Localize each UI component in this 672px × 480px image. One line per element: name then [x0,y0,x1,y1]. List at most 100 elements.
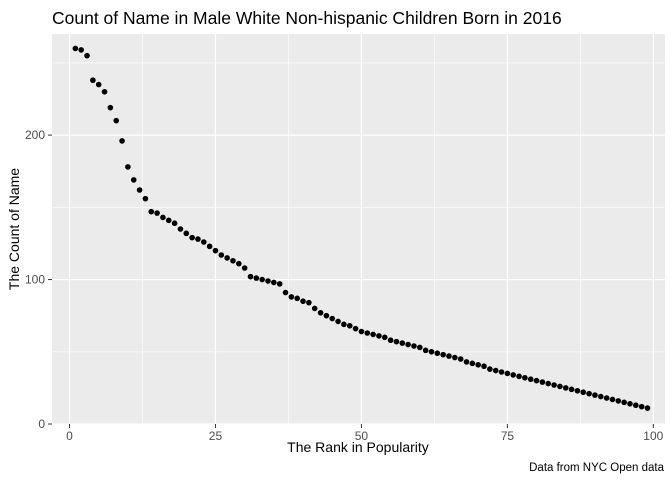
data-point [609,396,616,403]
data-point [603,395,610,401]
data-point [399,340,406,346]
data-point [557,383,563,390]
data-point [288,294,295,300]
x-tick-label: 75 [501,429,515,443]
data-point [311,305,318,312]
data-point [633,402,639,409]
x-axis-title: The Rank in Popularity [287,439,429,455]
data-point [95,81,102,88]
data-point [183,230,190,237]
x-tick-label: 25 [209,429,223,443]
data-point [335,318,341,325]
data-point [434,350,441,357]
data-point [306,299,312,306]
data-point [551,382,557,388]
data-point [253,275,260,281]
data-point [241,265,248,271]
data-point [539,379,546,385]
data-point [177,226,184,232]
data-point [265,278,271,284]
data-point [259,276,265,283]
data-point [615,398,622,404]
data-point [562,385,569,391]
data-point [329,315,336,322]
data-point [352,325,359,332]
data-point [212,247,219,254]
grid-lines [52,34,665,425]
data-point [90,77,96,84]
data-point [364,330,371,336]
x-tick-label: 50 [355,429,369,443]
data-point [125,164,131,170]
data-point [568,386,575,393]
data-point [142,195,149,202]
data-point [644,405,651,411]
data-point [638,403,645,410]
data-point [393,338,400,345]
data-point [300,298,306,305]
data-point [165,217,172,224]
data-point [452,354,458,361]
y-tick-label: 0 [38,417,45,431]
data-point [323,312,330,319]
data-point [504,370,511,377]
data-point [218,252,225,258]
data-point [148,208,155,215]
data-point [481,363,487,370]
y-tick-label: 100 [25,273,45,287]
data-point [341,321,347,328]
data-point [574,387,581,394]
data-point [230,257,236,264]
data-point [405,341,411,348]
data-point [417,344,423,351]
data-point [224,255,230,261]
data-point [533,377,540,384]
data-point [370,331,376,338]
data-point [621,399,627,406]
data-point [597,393,604,400]
data-point [475,361,481,368]
data-point [516,373,522,380]
chart-title: Count of Name in Male White Non-hispanic… [52,8,562,28]
data-point [113,117,120,124]
data-points [72,45,651,411]
data-point [446,353,452,359]
data-point [358,328,365,335]
data-point [545,380,552,387]
data-point [463,359,470,365]
data-point [492,367,499,374]
data-point [282,289,289,296]
x-axis-ticks: 0 25 50 75 100 [66,424,664,443]
data-point [294,295,301,302]
x-tick-label: 100 [643,429,663,443]
data-point [271,279,277,286]
data-point [527,376,534,383]
data-point [387,337,394,344]
data-point [160,214,166,221]
data-point [457,356,464,362]
data-point [411,343,417,349]
data-point [422,347,429,354]
data-point [84,52,90,59]
data-point [72,45,79,52]
data-point [440,351,446,358]
data-point [469,360,476,367]
data-point [592,392,598,398]
y-tick-label: 200 [25,128,45,142]
chart-caption: Data from NYC Open data [529,462,664,474]
data-point [381,334,388,341]
data-point [119,138,125,144]
y-axis-title: The Count of Name [6,168,22,290]
data-point [101,88,108,95]
y-axis-ticks: 0 100 200 [25,128,52,431]
data-point [317,309,324,316]
data-point [276,281,283,287]
data-point [107,104,114,111]
data-point [206,243,213,250]
data-point [78,47,84,53]
data-point [200,239,207,245]
data-point [136,187,143,193]
data-point [171,220,178,227]
data-point [510,372,517,378]
